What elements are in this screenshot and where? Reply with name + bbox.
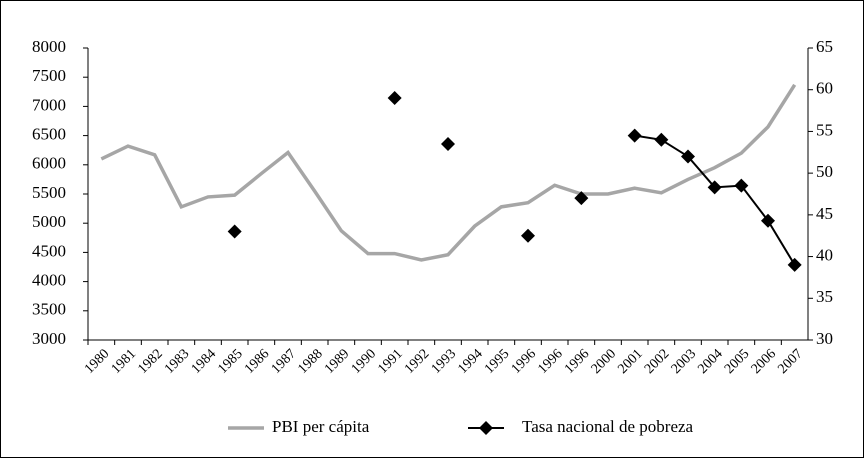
legend-label: PBI per cápita	[272, 417, 370, 436]
series-line	[100, 83, 797, 262]
y2-tick-label: 45	[816, 204, 833, 223]
y-tick-label: 5500	[32, 183, 66, 202]
y-tick-label: 3000	[32, 329, 66, 348]
y2-tick-label: 50	[816, 162, 833, 181]
legend-marker	[479, 421, 493, 435]
marker	[627, 128, 642, 143]
y2-tick-label: 30	[816, 329, 833, 348]
y-tick-label: 8000	[32, 37, 66, 56]
y2-tick-label: 40	[816, 245, 833, 264]
marker	[734, 178, 749, 193]
marker	[787, 257, 802, 272]
marker	[574, 191, 589, 206]
marker	[654, 132, 669, 147]
y-tick-label: 6000	[32, 154, 66, 173]
marker	[707, 180, 722, 195]
marker	[681, 149, 695, 164]
marker	[521, 228, 535, 243]
y2-tick-label: 55	[816, 120, 833, 139]
y-tick-label: 6500	[32, 125, 66, 144]
y-tick-label: 3500	[32, 300, 66, 319]
y2-tick-label: 60	[816, 79, 833, 98]
y-tick-label: 5000	[32, 212, 66, 231]
y-tick-label: 4500	[32, 241, 66, 260]
y2-tick-label: 35	[816, 287, 833, 306]
marker	[441, 136, 455, 151]
y-tick-label: 7500	[32, 66, 66, 85]
marker	[387, 91, 402, 106]
y-tick-label: 7000	[32, 95, 66, 114]
y2-tick-label: 65	[816, 37, 833, 56]
y-tick-label: 4000	[32, 271, 66, 290]
marker	[761, 213, 775, 228]
marker	[227, 224, 242, 239]
legend-label: Tasa nacional de pobreza	[522, 417, 694, 436]
